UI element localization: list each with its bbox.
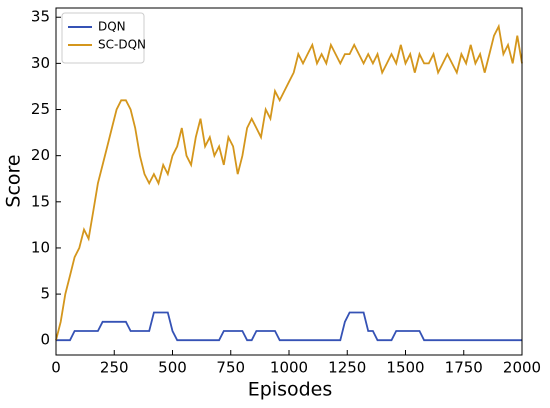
y-tick-label: 10: [31, 238, 50, 256]
x-axis-label: Episodes: [248, 379, 333, 401]
y-axis-label: Score: [3, 154, 25, 207]
x-tick-label: 750: [216, 359, 245, 377]
x-tick-label: 500: [158, 359, 187, 377]
x-tick-label: 0: [51, 359, 61, 377]
line-series: [55, 23, 523, 341]
x-tick-label: 1750: [445, 359, 483, 377]
y-tick-label: 15: [31, 192, 50, 210]
legend-label: SC-DQN: [98, 38, 146, 52]
y-tick-label: 0: [40, 331, 50, 349]
y-tick-label: 20: [31, 146, 50, 164]
x-tick-label: 1000: [270, 359, 308, 377]
y-tick-label: 5: [40, 285, 50, 303]
x-tick-label: 1500: [386, 359, 424, 377]
x-tick-label: 2000: [503, 359, 541, 377]
y-tick-label: 25: [31, 100, 50, 118]
legend-label: DQN: [98, 20, 126, 34]
x-tick-label: 250: [100, 359, 129, 377]
y-tick-label: 30: [31, 54, 50, 72]
x-tick-label: 1250: [328, 359, 366, 377]
line-series: [56, 311, 522, 342]
legend-box: [61, 12, 145, 64]
plot-frame: [55, 7, 523, 356]
y-tick-label: 35: [31, 8, 50, 26]
